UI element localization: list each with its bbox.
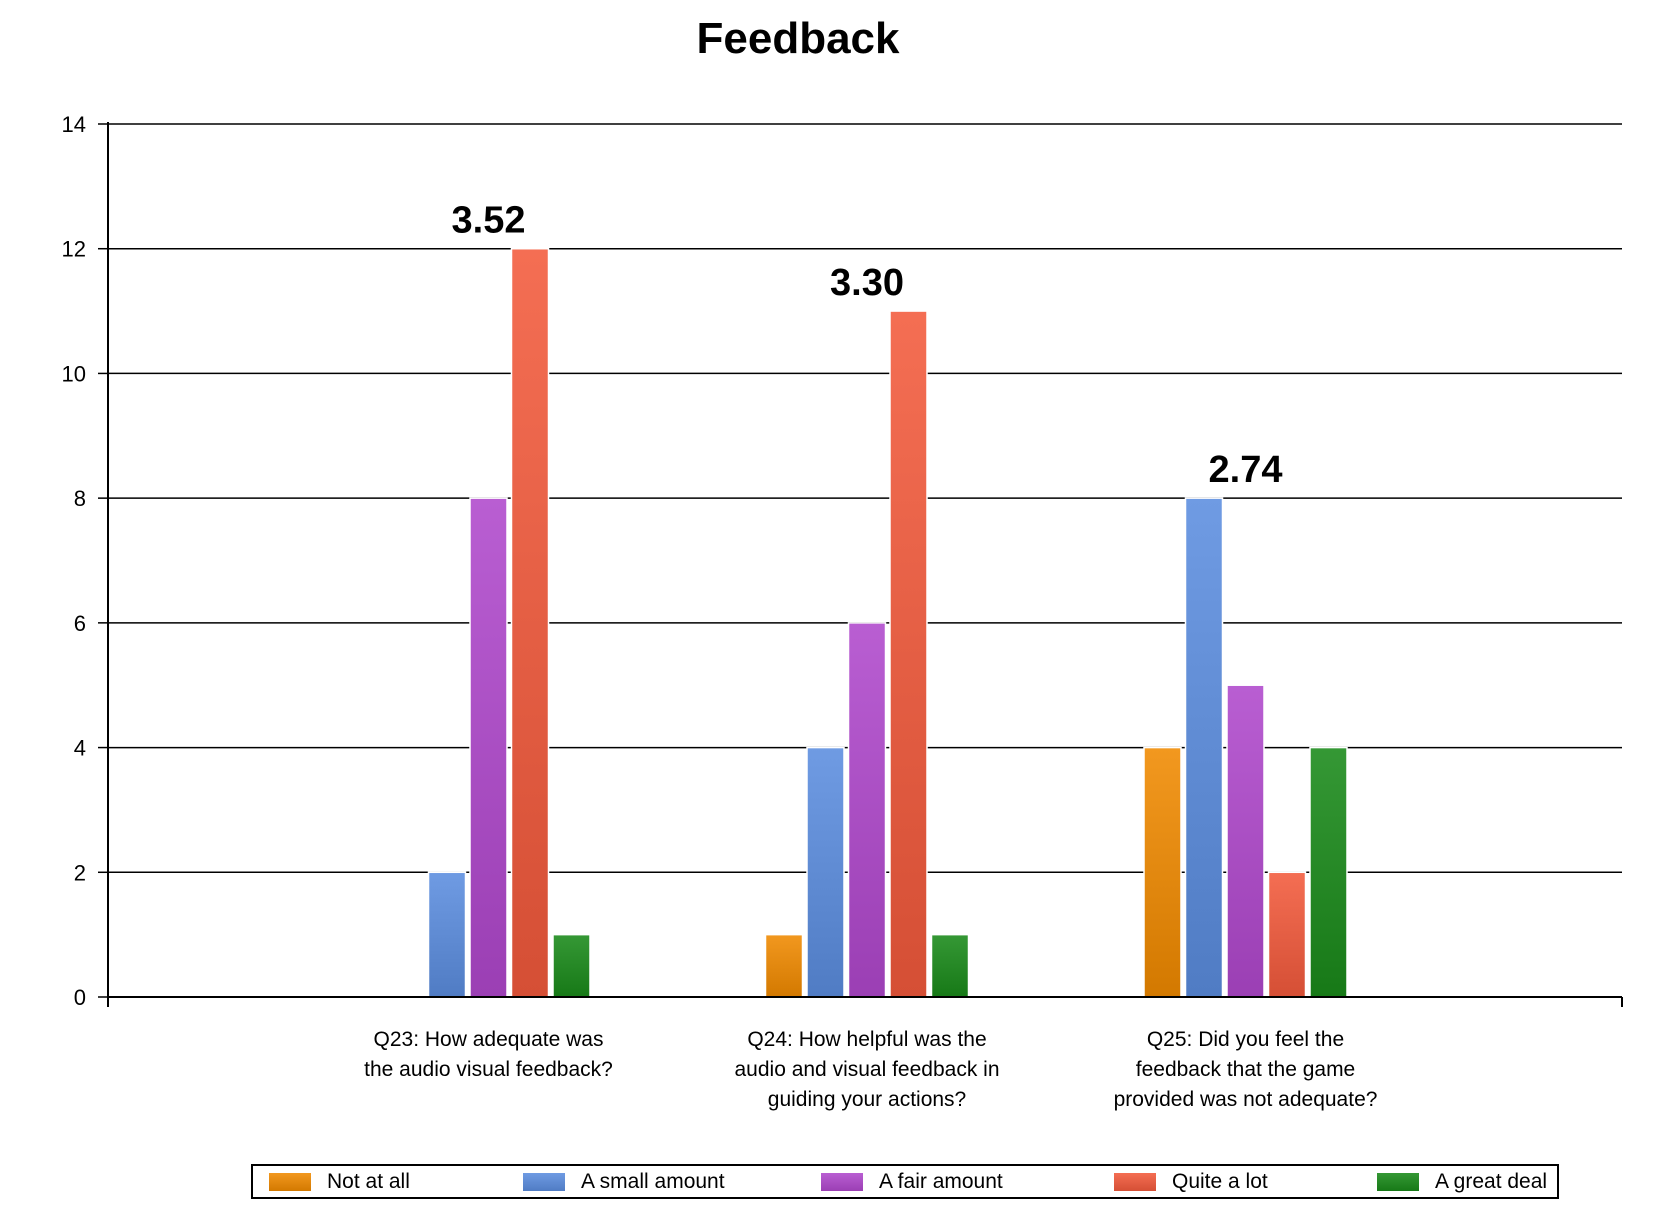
x-tick-label-line: Q24: How helpful was the (747, 1028, 987, 1051)
x-tick-label-line: audio and visual feedback in (734, 1058, 1000, 1081)
bar (469, 497, 508, 998)
legend-swatch (821, 1172, 863, 1191)
legend-label: A great deal (1435, 1169, 1548, 1193)
legend-swatch (523, 1172, 565, 1191)
y-tick-label: 6 (74, 611, 86, 636)
bar (1143, 746, 1182, 998)
legend-label: Quite a lot (1172, 1169, 1268, 1193)
annotations: 3.52 3.30 2.74 (452, 200, 1283, 491)
y-tick-label: 12 (62, 237, 86, 262)
y-tick-label: 0 (74, 985, 86, 1010)
x-tick-label-line: guiding your actions? (767, 1088, 967, 1111)
bar (847, 622, 887, 998)
annotation-label: 2.74 (1209, 449, 1283, 491)
chart-title: Feedback (696, 14, 900, 63)
axes: 0 2 4 6 8 10 12 14 (62, 112, 1623, 1010)
legend-item: A small amount (523, 1166, 725, 1197)
legend-swatch (1377, 1172, 1419, 1191)
annotation-label: 3.52 (452, 200, 526, 242)
y-tick-label: 8 (74, 486, 86, 511)
x-tick-label: Q23: How adequate was the audio visual fe… (329, 1025, 649, 1085)
bar (510, 247, 550, 998)
y-tick-label: 10 (62, 361, 86, 386)
legend-swatch (269, 1172, 311, 1191)
x-tick-label: Q24: How helpful was the audio and visual… (707, 1025, 1027, 1115)
y-tick-label: 2 (74, 860, 86, 885)
x-tick-label-line: Q23: How adequate was (373, 1028, 604, 1051)
legend-label: A small amount (581, 1169, 725, 1193)
legend-label: A fair amount (879, 1169, 1003, 1193)
legend-item: A fair amount (821, 1166, 1003, 1197)
x-tick-label: Q25: Did you feel the feedback that the g… (1086, 1025, 1406, 1115)
legend-label: Not at all (327, 1169, 410, 1193)
legend-swatch (1114, 1172, 1156, 1191)
x-tick-label-line: provided was not adequate? (1113, 1088, 1378, 1111)
x-tick-label-line: feedback that the game (1135, 1058, 1356, 1081)
bar (764, 933, 804, 998)
y-tick-label: 14 (62, 112, 86, 137)
bar (552, 933, 591, 998)
x-tick-label-line: Q25: Did you feel the (1146, 1028, 1345, 1051)
bar (1267, 871, 1307, 998)
legend-item: Quite a lot (1114, 1166, 1268, 1197)
annotation-label: 3.30 (830, 262, 904, 304)
bar (1309, 746, 1348, 998)
x-tick-label-line: the audio visual feedback? (364, 1058, 613, 1081)
bar (1226, 684, 1265, 998)
bar (806, 746, 845, 998)
legend-item: A great deal (1377, 1166, 1547, 1197)
legend: Not at all A small amount A fair amount Qui… (251, 1164, 1559, 1199)
bar (427, 871, 467, 998)
bar (930, 933, 970, 998)
y-tick-label: 4 (74, 736, 86, 761)
legend-item: Not at all (269, 1166, 410, 1197)
bar (889, 310, 928, 998)
bar (1184, 497, 1224, 998)
